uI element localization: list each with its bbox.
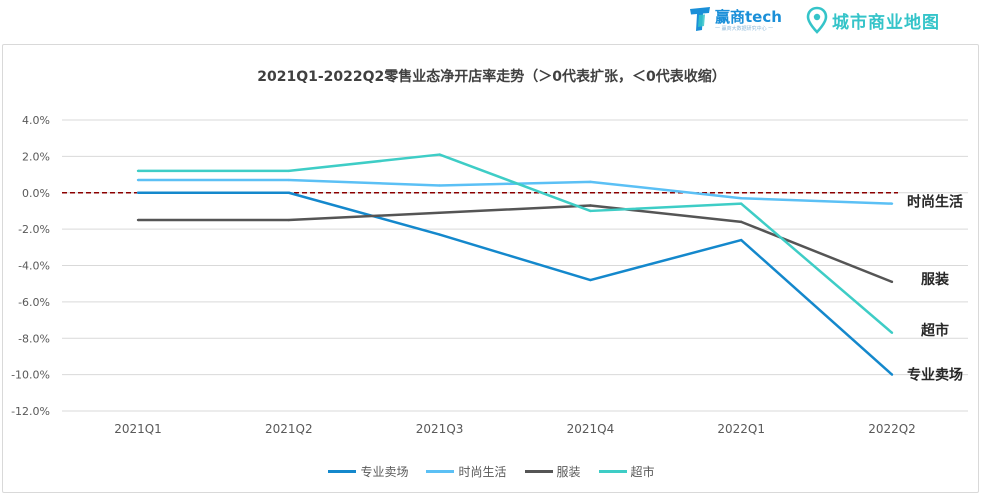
legend-item: 超市 <box>598 463 655 480</box>
y-tick-label: -10.0% <box>11 369 50 382</box>
data-point <box>438 153 441 156</box>
map-brand: 城市商业地图 <box>806 6 940 34</box>
data-point <box>890 373 894 376</box>
data-point <box>287 191 290 194</box>
legend-swatch <box>426 470 455 473</box>
legend-item: 专业卖场 <box>328 463 408 480</box>
y-tick-label: -12.0% <box>11 405 50 418</box>
data-point <box>287 178 290 182</box>
chart-card <box>2 44 979 493</box>
end-label-服装: 服装 <box>921 271 950 288</box>
location-pin-icon <box>806 6 828 34</box>
legend-label: 服装 <box>556 465 581 479</box>
legend-swatch <box>328 470 357 473</box>
data-point <box>740 197 743 200</box>
legend-item: 服装 <box>524 463 581 480</box>
y-tick-label: 0.0% <box>22 187 50 200</box>
data-point <box>136 191 140 194</box>
legend-label: 超市 <box>630 465 655 479</box>
series-line-服装 <box>138 204 893 284</box>
tech-brand-subtitle: 一 赢商大数据研究中心 一 <box>715 26 774 32</box>
data-point <box>589 204 592 207</box>
data-point <box>136 178 140 182</box>
legend-item: 时尚生活 <box>426 463 507 480</box>
data-point <box>589 209 592 213</box>
y-tick-label: -4.0% <box>18 260 50 273</box>
series-line-专业卖场 <box>138 191 893 376</box>
x-tick-label: 2021Q4 <box>567 422 615 436</box>
header: 赢商tech 一 赢商大数据研究中心 一 城市商业地图 <box>0 0 983 44</box>
grid-lines <box>62 119 968 412</box>
data-point <box>287 218 290 222</box>
map-brand-text: 城市商业地图 <box>832 12 940 33</box>
data-point <box>890 331 894 334</box>
data-point <box>890 202 894 205</box>
x-tick-label: 2021Q2 <box>265 422 313 436</box>
x-tick-label: 2022Q2 <box>868 422 916 436</box>
data-point <box>589 180 592 184</box>
end-label-时尚生活: 时尚生活 <box>907 194 963 211</box>
data-point <box>438 211 441 214</box>
tech-brand-text: 赢商tech <box>715 8 782 26</box>
chart-title: 2021Q1-2022Q2零售业态净开店率走势（＞0代表扩张，＜0代表收缩） <box>257 69 726 85</box>
x-tick-label: 2021Q3 <box>416 422 464 436</box>
series-lines <box>136 153 894 376</box>
data-point <box>136 218 140 222</box>
legend-label: 专业卖场 <box>360 465 409 479</box>
end-label-专业卖场: 专业卖场 <box>907 367 963 384</box>
y-tick-label: 4.0% <box>22 114 50 127</box>
legend-label: 时尚生活 <box>458 465 507 479</box>
data-point <box>740 238 743 242</box>
data-point <box>740 202 743 205</box>
tech-logo-icon <box>690 7 710 31</box>
series-line-超市 <box>138 153 893 334</box>
data-point <box>136 169 140 173</box>
x-tick-label: 2021Q1 <box>114 422 162 436</box>
y-tick-label: 2.0% <box>22 150 50 163</box>
data-point <box>740 220 743 224</box>
y-tick-label: -6.0% <box>18 296 50 309</box>
y-tick-label: -8.0% <box>18 332 50 345</box>
x-axis-ticks: 2021Q1 2021Q2 2021Q3 2021Q4 2022Q1 2022Q2 <box>114 422 916 436</box>
data-point <box>287 169 290 173</box>
y-axis-ticks: 4.0% 2.0% 0.0% -2.0% -4.0% -6.0% -8.0% -10.0% -1… <box>11 114 50 418</box>
legend: 专业卖场 时尚生活 服装 超市 <box>0 463 983 480</box>
data-point <box>589 278 592 282</box>
legend-swatch <box>598 470 627 473</box>
x-tick-label: 2022Q1 <box>717 422 765 436</box>
data-point <box>438 184 441 187</box>
data-point <box>438 233 441 236</box>
legend-swatch <box>524 470 553 473</box>
end-label-超市: 超市 <box>920 322 949 339</box>
tech-brand: 赢商tech 一 赢商大数据研究中心 一 <box>688 6 782 32</box>
data-point <box>890 280 894 284</box>
y-tick-label: -2.0% <box>18 223 50 236</box>
